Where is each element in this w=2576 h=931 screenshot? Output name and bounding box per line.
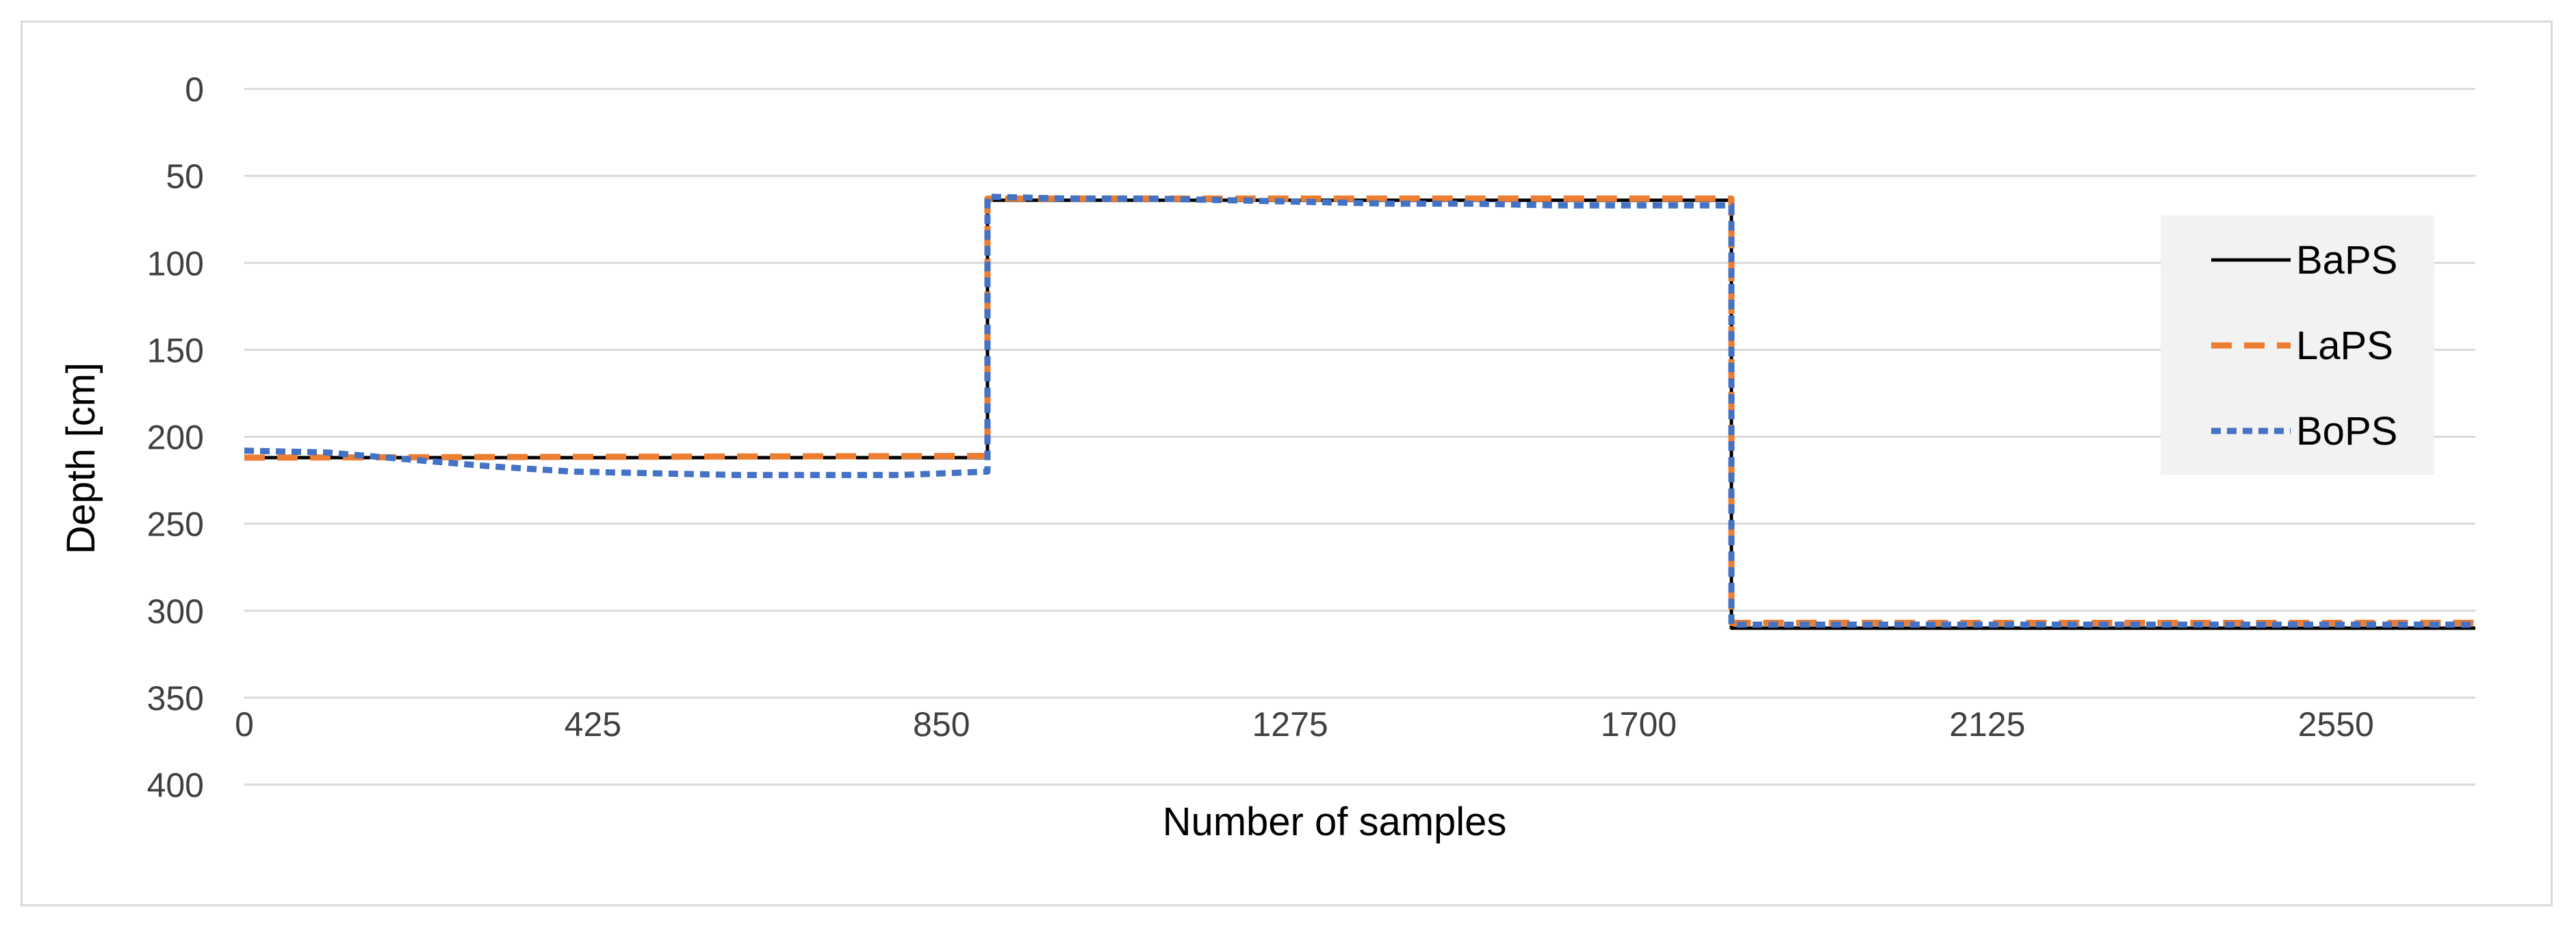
y-tick-label: 0 xyxy=(185,70,204,109)
x-tick-label: 425 xyxy=(565,705,621,744)
series-line-bops xyxy=(244,194,2475,628)
y-axis-title: Depth [cm] xyxy=(59,363,103,554)
legend-label-baps: BaPS xyxy=(2296,238,2397,283)
y-tick-labels: 0 50 100 150 200 250 300 350 400 xyxy=(147,70,204,804)
legend-label-bops: BoPS xyxy=(2296,409,2397,454)
y-tick-label: 250 xyxy=(147,506,204,544)
legend: BaPS LaPS BoPS xyxy=(2161,215,2434,475)
grid-lines xyxy=(244,88,2475,786)
depth-chart: 0 50 100 150 200 250 300 350 400 0 425 850 1275 1700… xyxy=(59,70,2475,844)
y-tick-label: 300 xyxy=(147,592,204,631)
x-tick-labels: 0 425 850 1275 1700 2125 2550 xyxy=(235,705,2374,744)
series-lines xyxy=(244,194,2475,630)
y-tick-label: 100 xyxy=(147,244,204,283)
y-tick-label: 50 xyxy=(166,157,204,196)
y-tick-label: 150 xyxy=(147,331,204,369)
legend-background xyxy=(2161,215,2434,475)
x-tick-label: 0 xyxy=(235,705,254,744)
x-axis-title: Number of samples xyxy=(1163,800,1507,844)
x-tick-label: 850 xyxy=(913,705,970,744)
x-tick-label: 1700 xyxy=(1601,705,1677,744)
x-tick-label: 2550 xyxy=(2298,705,2374,744)
legend-label-laps: LaPS xyxy=(2296,324,2393,368)
x-tick-label: 2125 xyxy=(1949,705,2025,744)
y-tick-label: 200 xyxy=(147,419,204,457)
y-tick-label: 400 xyxy=(147,766,204,804)
chart-frame: 0 50 100 150 200 250 300 350 400 0 425 850 1275 1700… xyxy=(21,21,2553,906)
x-tick-label: 1275 xyxy=(1252,705,1328,744)
series-line-baps xyxy=(244,198,2475,630)
y-tick-label: 350 xyxy=(147,679,204,718)
